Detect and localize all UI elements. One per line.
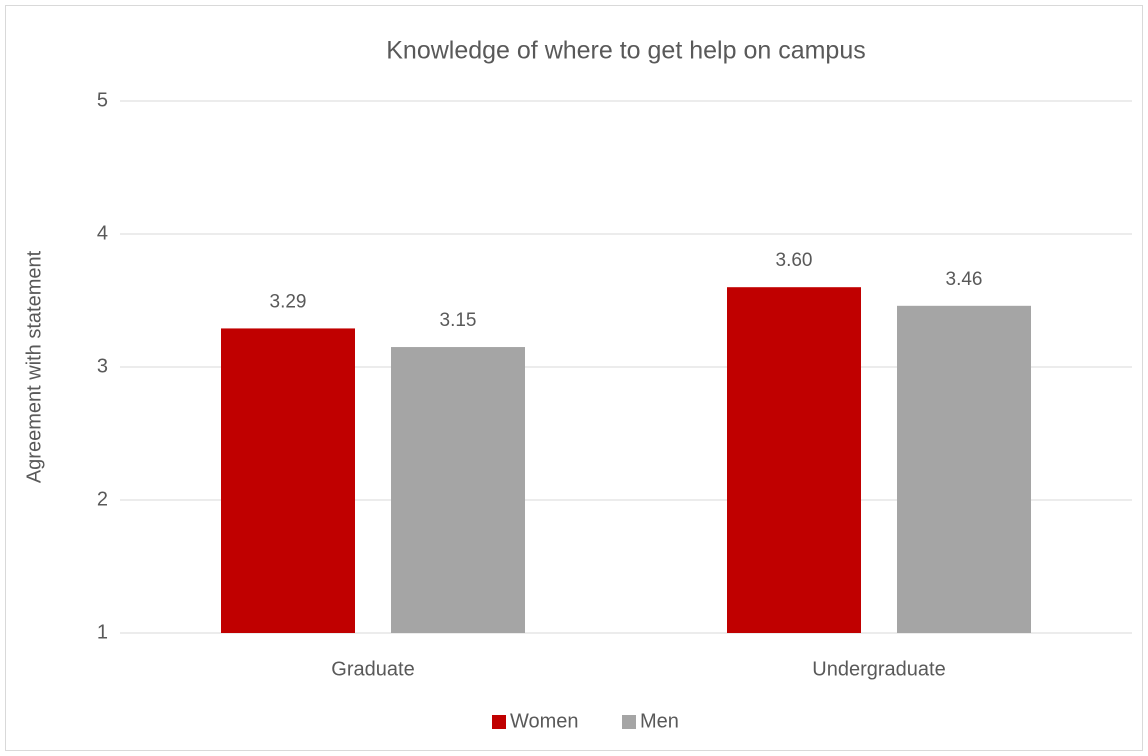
bar xyxy=(391,347,525,633)
bar xyxy=(221,328,355,633)
y-tick-label: 2 xyxy=(97,488,108,510)
legend-label: Women xyxy=(510,710,579,732)
y-axis-label: Agreement with statement xyxy=(23,250,45,483)
y-tick-label: 3 xyxy=(97,355,108,377)
legend-swatch xyxy=(492,715,506,729)
data-label: 3.29 xyxy=(270,291,307,312)
y-tick-label: 5 xyxy=(97,89,108,111)
y-tick-label: 4 xyxy=(97,222,108,244)
data-label: 3.46 xyxy=(946,269,983,290)
x-tick-label: Undergraduate xyxy=(812,658,945,680)
data-label: 3.15 xyxy=(440,310,477,331)
y-tick-label: 1 xyxy=(97,621,108,643)
x-tick-label: Graduate xyxy=(331,658,414,680)
bar xyxy=(727,287,861,633)
legend-label: Men xyxy=(640,710,679,732)
legend-swatch xyxy=(622,715,636,729)
chart-title: Knowledge of where to get help on campus xyxy=(386,37,865,65)
data-label: 3.60 xyxy=(776,250,813,271)
bar xyxy=(897,305,1031,633)
